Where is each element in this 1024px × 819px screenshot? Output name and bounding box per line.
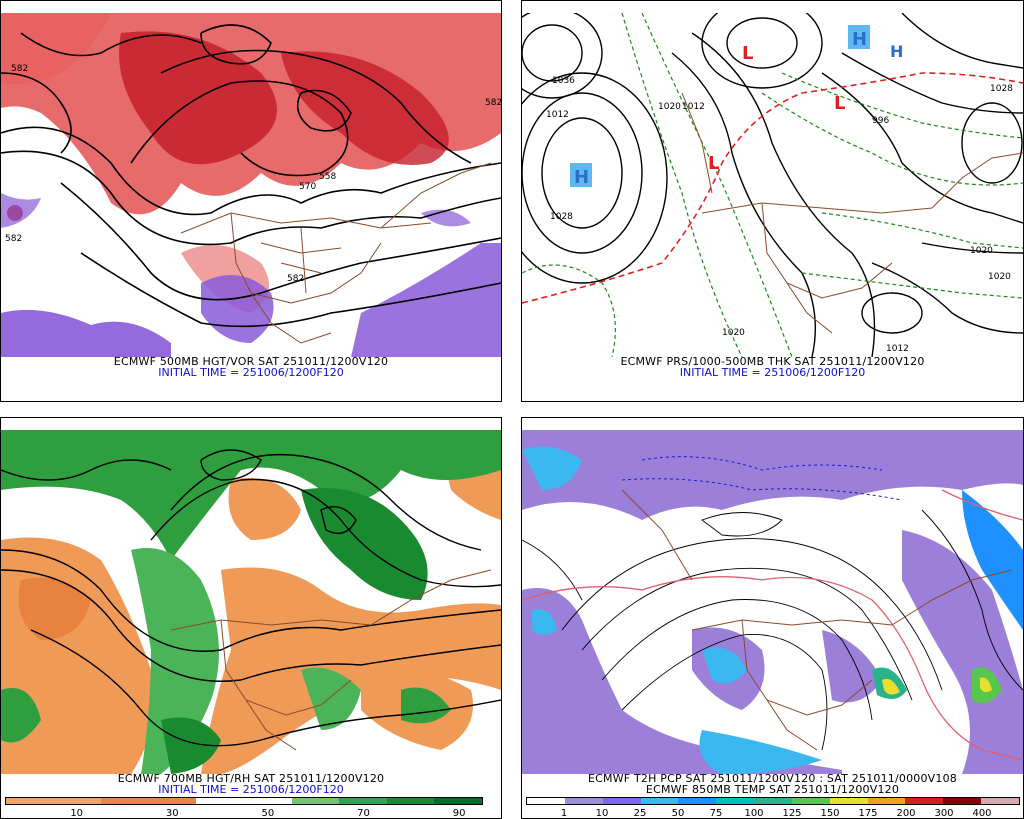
colorbar-tick-label: 150 xyxy=(820,808,840,819)
colorbar-tick-label: 175 xyxy=(858,808,878,819)
low-pressure-icon: L xyxy=(708,153,719,174)
low-pressure-icon: L xyxy=(742,43,753,64)
panel-700mb-rh: ECMWF 700MB HGT/RH SAT 251011/1200V120 I… xyxy=(0,417,502,819)
colorbar-tick-label: 50 xyxy=(671,808,685,819)
colorbar-tick-label: 10 xyxy=(595,808,609,819)
pressure-map-svg: H H H L L L 1036 1012 1020 1012 1028 996… xyxy=(522,13,1023,357)
colorbar-swatch xyxy=(943,798,982,804)
colorbar-swatch xyxy=(243,798,292,804)
colorbar-tick-label: 300 xyxy=(934,808,954,819)
isobar-label: 1020 xyxy=(658,102,681,112)
colorbar-swatch xyxy=(527,798,565,804)
colorbar-tick-label: 400 xyxy=(972,808,992,819)
colorbar-swatch xyxy=(829,798,868,804)
isobar-label: 1036 xyxy=(552,76,575,86)
colorbar-swatch xyxy=(640,798,679,804)
colorbar-swatch xyxy=(6,798,54,804)
precip-colorbar xyxy=(526,797,1020,805)
isobar-label: 1012 xyxy=(886,344,909,354)
map-surface: H H H L L L 1036 1012 1020 1012 1028 996… xyxy=(522,13,1023,357)
colorbar-swatch xyxy=(754,798,792,804)
colorbar-swatch xyxy=(291,798,340,804)
colorbar-swatch xyxy=(716,798,755,804)
map-700mb xyxy=(1,430,501,774)
low-pressure-icon: L xyxy=(834,93,845,114)
colorbar-tick-label: 10 xyxy=(70,808,84,819)
colorbar-swatch xyxy=(678,798,717,804)
colorbar-tick-label: 30 xyxy=(165,808,179,819)
colorbar-tick-label: 70 xyxy=(357,808,370,819)
colorbar-swatch xyxy=(981,798,1019,804)
colorbar-swatch xyxy=(867,798,906,804)
colorbar-tick-label: 100 xyxy=(744,808,764,819)
rh-colorbar-ticks: 10 30 50 70 90 xyxy=(5,809,483,819)
map-500mb: 582 582 570 558 582 582 xyxy=(1,13,501,357)
high-pressure-icon: H xyxy=(852,29,867,50)
height-label: 582 xyxy=(5,234,22,244)
colorbar-swatch xyxy=(101,798,149,804)
colorbar-swatch xyxy=(564,798,603,804)
precip-colorbar-ticks: 1 10 25 50 75 100 125 150 175 200 300 400 xyxy=(526,809,1020,819)
isobar-label: 1020 xyxy=(722,328,745,338)
panel-caption: ECMWF 700MB HGT/RH SAT 251011/1200V120 xyxy=(117,772,385,785)
colorbar-swatch xyxy=(602,798,641,804)
rh-colorbar xyxy=(5,797,483,805)
colorbar-tick-label: 50 xyxy=(261,808,275,819)
height-label: 570 xyxy=(299,182,316,192)
colorbar-tick-label: 125 xyxy=(782,808,802,819)
height-label: 582 xyxy=(11,64,28,74)
rh-map-svg xyxy=(1,430,501,774)
height-label: 558 xyxy=(319,172,336,182)
colorbar-tick-label: 200 xyxy=(896,808,916,819)
panel-500mb-vorticity: 582 582 570 558 582 582 ECMWF 500MB HGT/… xyxy=(0,0,502,402)
vorticity-map-svg: 582 582 570 558 582 582 xyxy=(1,13,501,357)
height-label: 582 xyxy=(485,98,501,108)
isobar-label: 1020 xyxy=(988,272,1011,282)
isobar-label: 1020 xyxy=(970,246,993,256)
colorbar-swatch xyxy=(791,798,830,804)
initial-time: INITIAL TIME = 251006/1200F120 xyxy=(158,783,344,796)
panel-caption: ECMWF 500MB HGT/VOR SAT 251011/1200V120 xyxy=(113,355,389,368)
precip-map-svg xyxy=(522,430,1023,774)
panel-precip-850mb: ECMWF T2H PCP SAT 251011/1200V120 : SAT … xyxy=(521,417,1024,819)
panel-surface-pressure: H H H L L L 1036 1012 1020 1012 1028 996… xyxy=(521,0,1024,402)
isobar-label: 1028 xyxy=(550,212,573,222)
panel-caption-2: ECMWF 850MB TEMP SAT 251011/1200V120 xyxy=(645,783,900,796)
isobar-label: 1012 xyxy=(546,110,569,120)
isobar-label: 1012 xyxy=(682,102,705,112)
map-precip xyxy=(522,430,1023,774)
colorbar-tick-label: 75 xyxy=(709,808,723,819)
colorbar-swatch xyxy=(905,798,944,804)
colorbar-swatch xyxy=(339,798,387,804)
initial-time: INITIAL TIME = 251006/1200F120 xyxy=(679,366,866,379)
colorbar-tick-label: 90 xyxy=(452,808,466,819)
isobar-label: 996 xyxy=(872,116,889,126)
panel-caption: ECMWF PRS/1000-500MB THK SAT 251011/1200… xyxy=(620,355,925,368)
colorbar-swatch xyxy=(196,798,244,804)
panel-caption: ECMWF T2H PCP SAT 251011/1200V120 : SAT … xyxy=(587,772,958,785)
high-pressure-icon: H xyxy=(574,167,589,188)
colorbar-swatch xyxy=(53,798,102,804)
height-label: 582 xyxy=(287,274,304,284)
colorbar-tick-label: 1 xyxy=(560,808,568,819)
initial-time: INITIAL TIME = 251006/1200F120 xyxy=(158,366,344,379)
colorbar-swatch xyxy=(148,798,197,804)
colorbar-tick-label: 25 xyxy=(633,808,647,819)
colorbar-swatch xyxy=(386,798,435,804)
isobar-label: 1028 xyxy=(990,84,1013,94)
high-pressure-icon: H xyxy=(890,42,903,61)
colorbar-swatch xyxy=(434,798,482,804)
